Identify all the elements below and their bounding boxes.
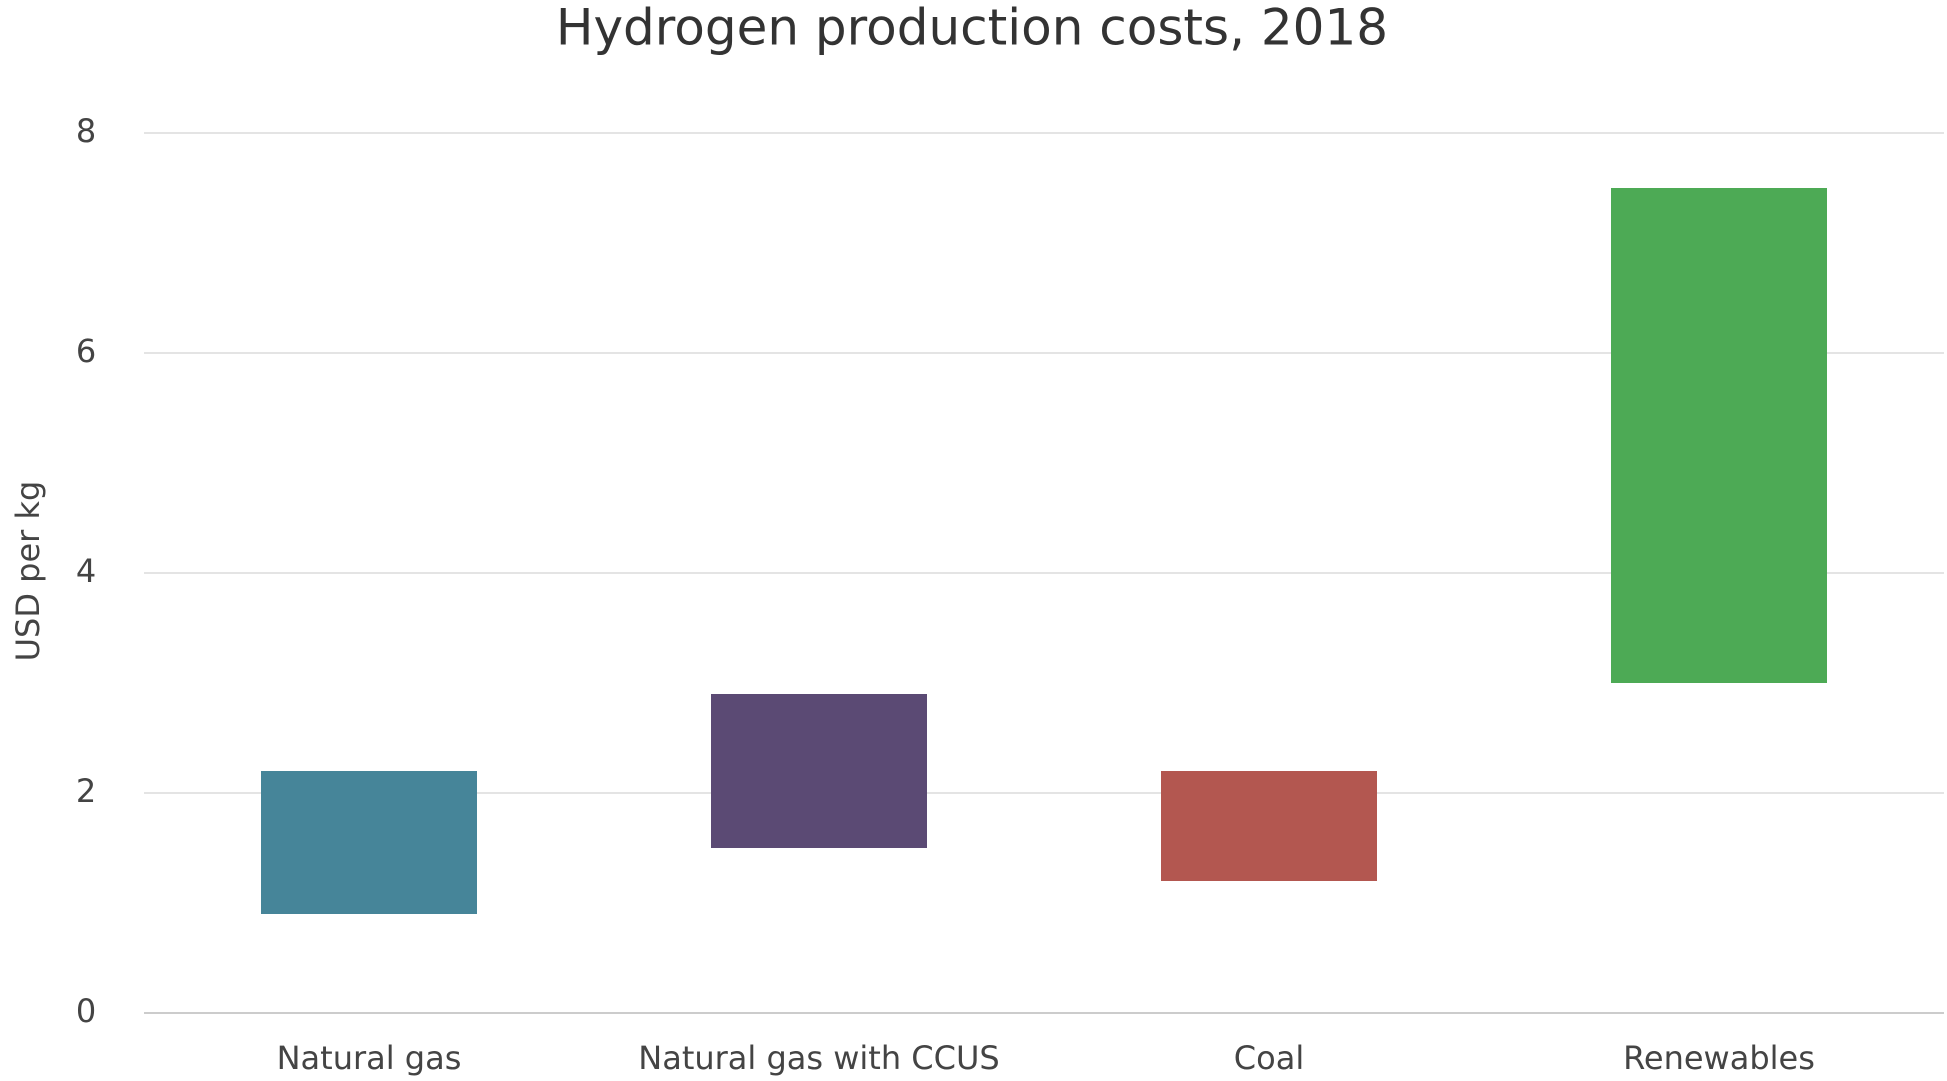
y-axis-label: USD per kg bbox=[9, 481, 47, 662]
chart-title: Hydrogen production costs, 2018 bbox=[556, 0, 1388, 57]
x-tick-label: Natural gas with CCUS bbox=[638, 1039, 999, 1077]
y-tick-label: 0 bbox=[76, 992, 96, 1030]
y-tick-label: 4 bbox=[76, 552, 96, 590]
bar bbox=[261, 771, 477, 914]
bar bbox=[1611, 188, 1827, 683]
x-tick-label: Natural gas bbox=[277, 1039, 462, 1077]
x-tick-label: Renewables bbox=[1623, 1039, 1815, 1077]
y-tick-label: 6 bbox=[76, 332, 96, 370]
bar bbox=[711, 694, 927, 848]
x-tick-label: Coal bbox=[1234, 1039, 1304, 1077]
y-tick-label: 8 bbox=[76, 112, 96, 150]
y-tick-label: 2 bbox=[76, 772, 96, 810]
bar bbox=[1161, 771, 1377, 881]
